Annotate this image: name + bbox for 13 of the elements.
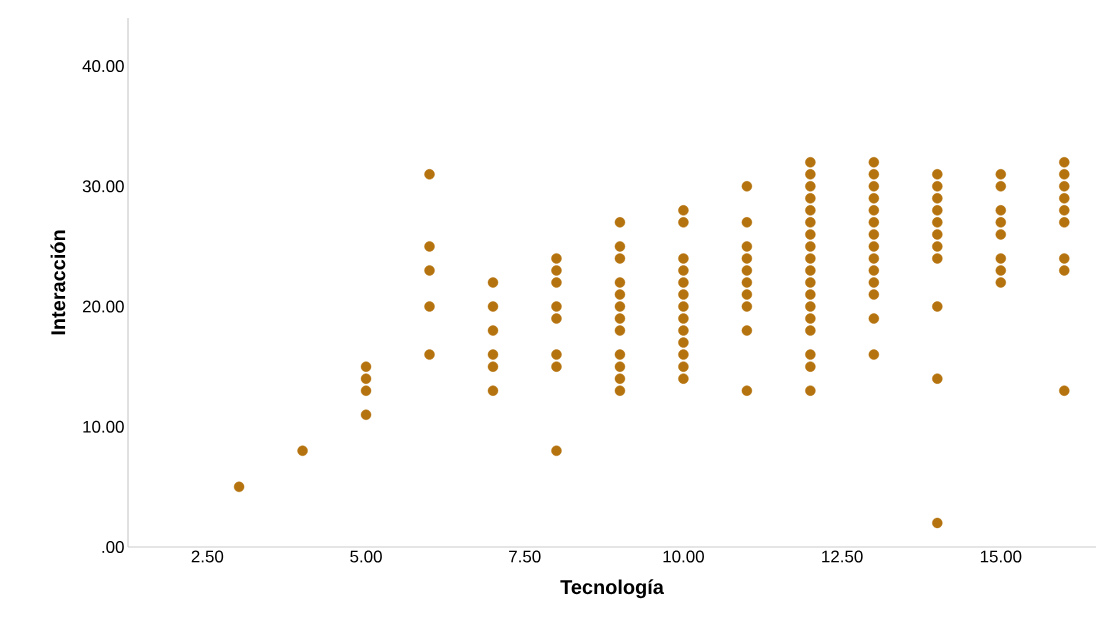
y-tick-label: 10.00: [83, 420, 124, 433]
y-tick-label: 20.00: [82, 300, 124, 313]
x-tick-label: 2.50: [191, 550, 224, 563]
y-tick-label: 30.00: [82, 180, 124, 193]
x-tick-label: 5.00: [350, 550, 382, 563]
x-tick-label: 7.50: [509, 550, 541, 563]
x-tick-label: 15.00: [980, 550, 1022, 563]
y-tick-label: .00: [102, 540, 124, 553]
x-axis-title: Tecnología: [560, 579, 664, 599]
y-tick-label: 40.00: [82, 60, 124, 73]
x-tick-label: 12.50: [822, 550, 863, 563]
y-axis-title: Interacción: [50, 230, 66, 335]
x-tick-label: 10.00: [663, 550, 704, 563]
